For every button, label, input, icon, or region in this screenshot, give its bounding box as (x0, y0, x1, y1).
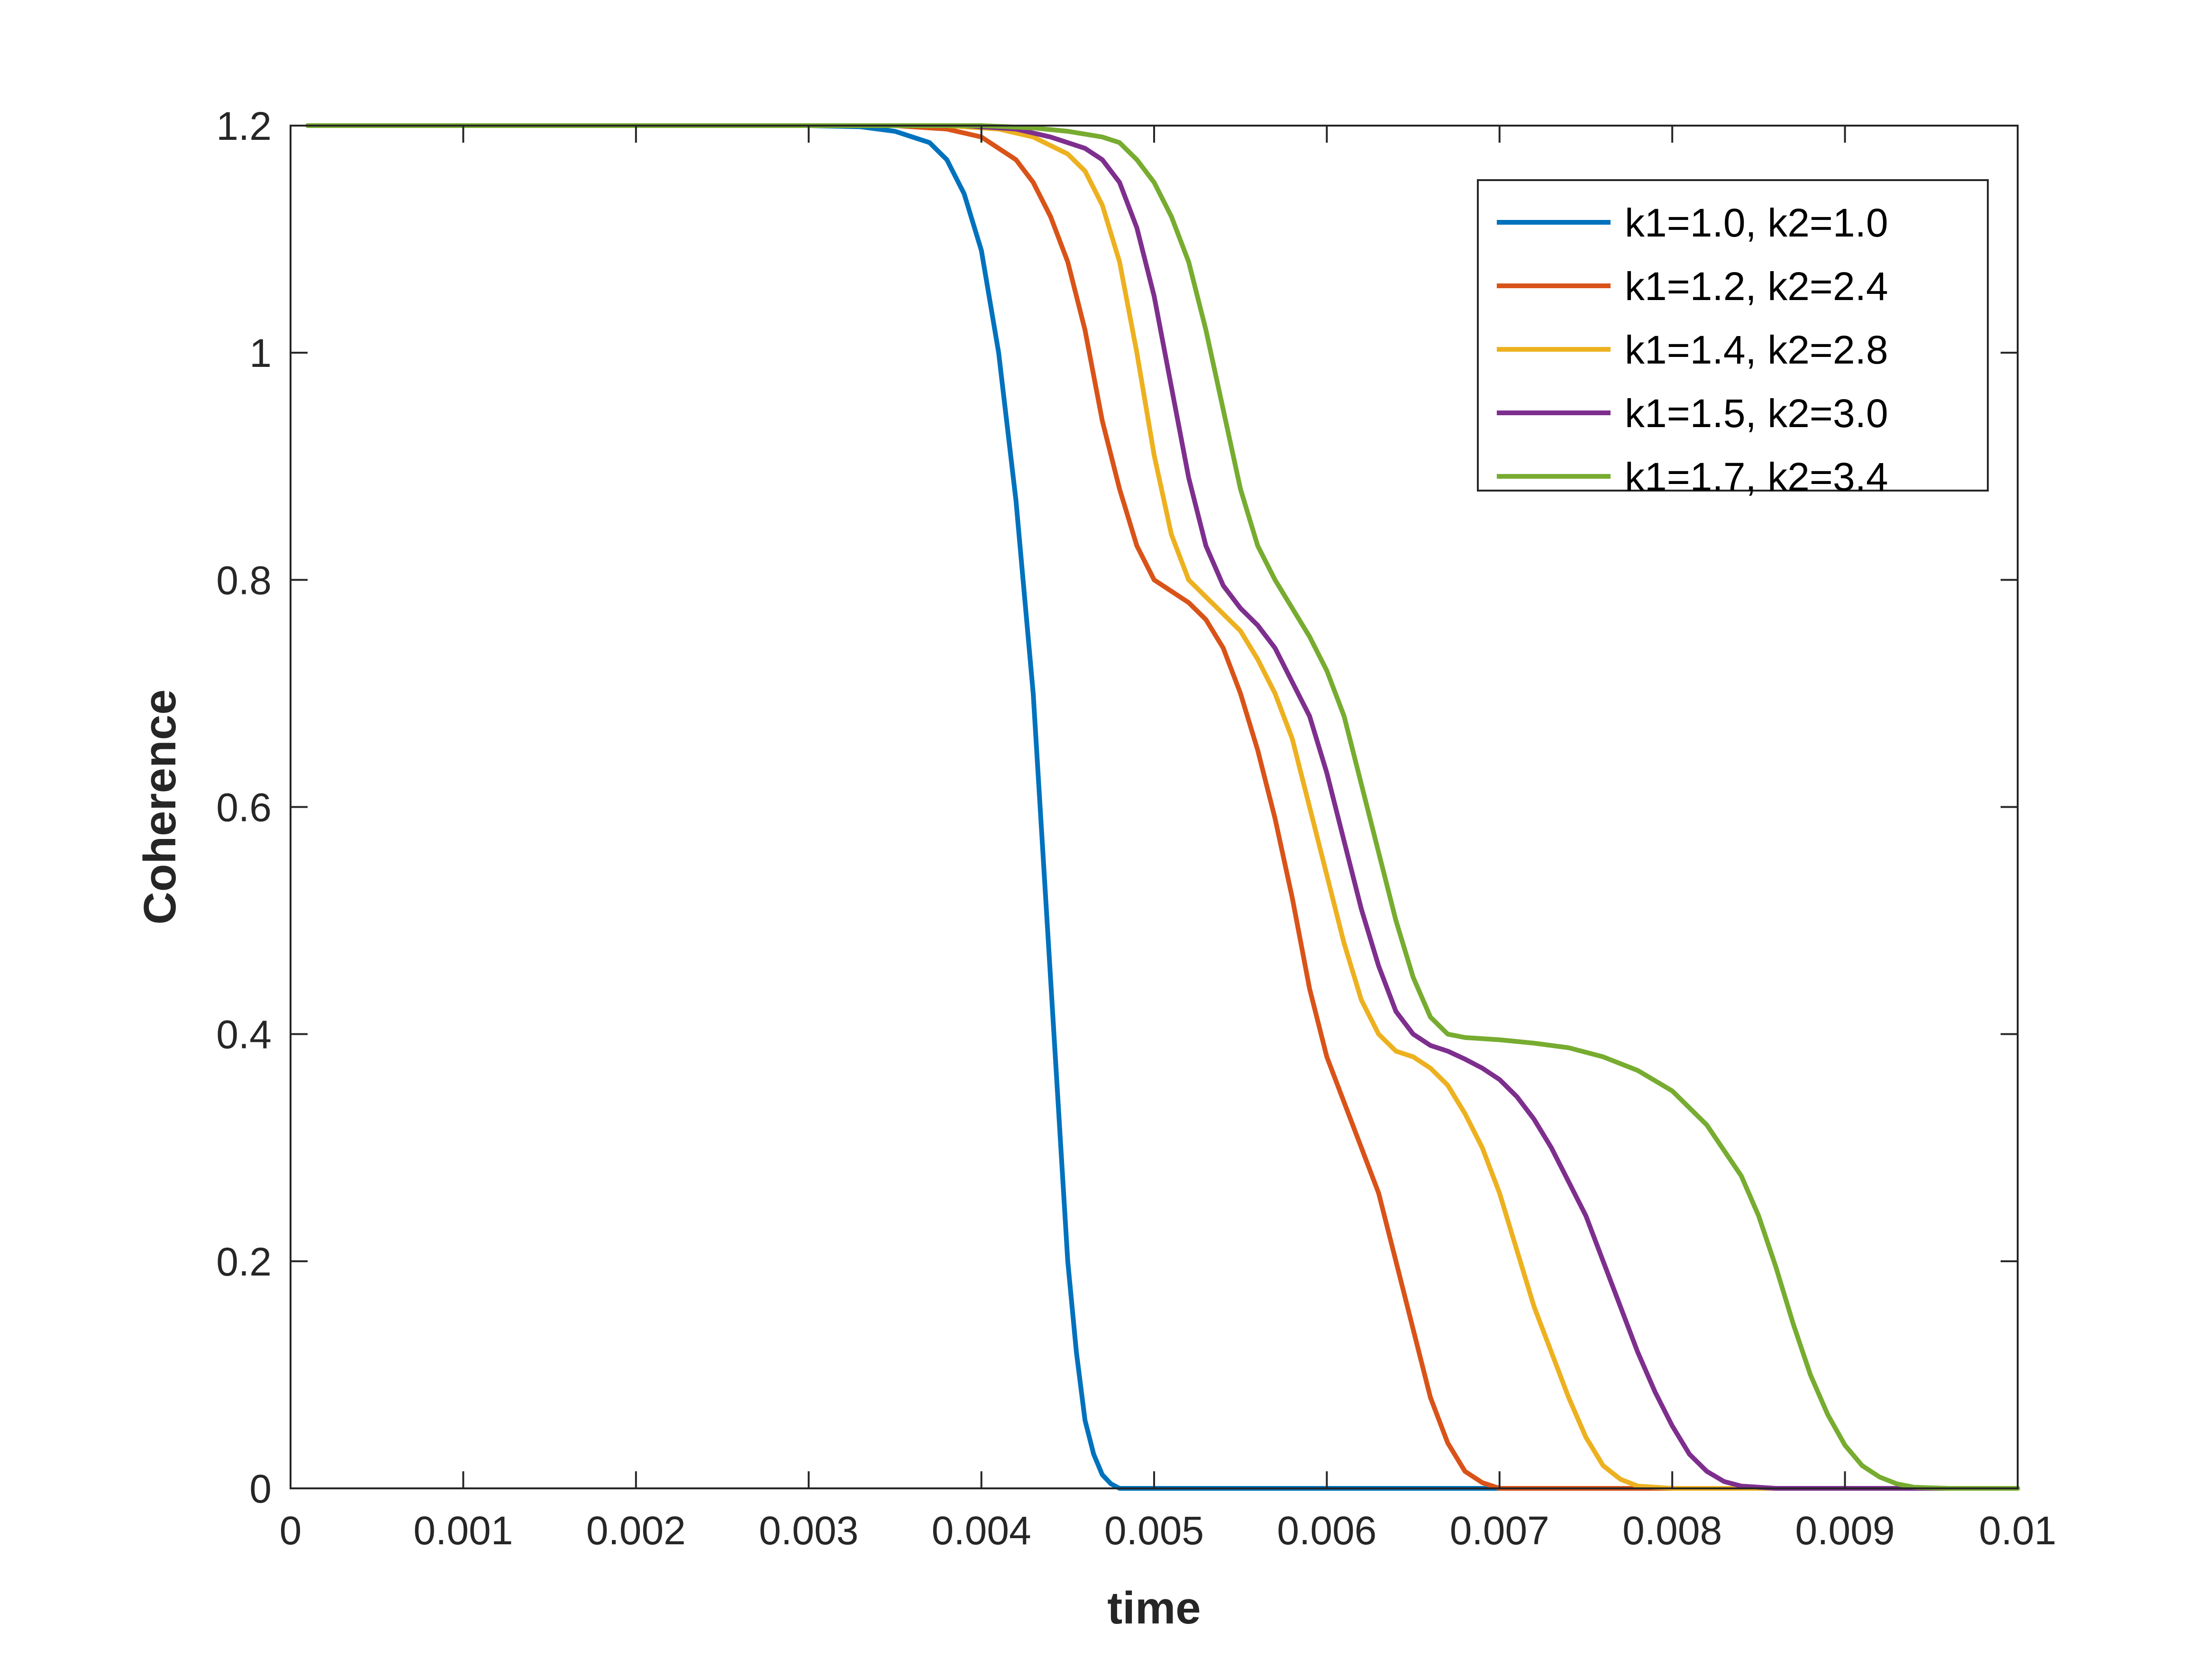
legend-label-1: k1=1.0, k2=1.0 (1625, 201, 1888, 245)
x-tick-label: 0.008 (1622, 1508, 1722, 1553)
y-axis-label: Coherence (135, 689, 185, 924)
series-line-3 (305, 123, 2020, 1491)
x-tick-label: 0.001 (413, 1508, 513, 1553)
y-axis: 0 0.2 0.4 0.6 0.8 1 1.2 (216, 104, 2018, 1511)
x-tick-label: 0.003 (759, 1508, 858, 1553)
x-tick-label: 0.009 (1795, 1508, 1894, 1553)
y-tick-label: 1 (249, 331, 272, 375)
y-tick-label: 0.4 (216, 1012, 272, 1057)
legend-label-4: k1=1.5, k2=3.0 (1625, 391, 1888, 436)
series-layer (305, 123, 2020, 1491)
x-axis: 0 0.001 0.002 0.003 0.004 0.005 0.006 0.007 0.00… (280, 126, 2057, 1553)
legend: k1=1.0, k2=1.0 k1=1.2, k2=2.4 k1=1.4, k2=2… (1477, 179, 1989, 499)
x-tick-label: 0.007 (1450, 1508, 1549, 1553)
x-axis-label: time (1107, 1583, 1201, 1633)
x-tick-label: 0.004 (931, 1508, 1031, 1553)
y-tick-label: 0.2 (216, 1240, 272, 1284)
y-tick-label: 0.6 (216, 785, 272, 830)
x-tick-label: 0 (280, 1508, 302, 1553)
series-line-4 (305, 123, 2020, 1491)
series-line-2 (305, 123, 2020, 1491)
legend-label-5: k1=1.7, k2=3.4 (1625, 455, 1888, 499)
x-tick-label: 0.005 (1104, 1508, 1204, 1553)
y-tick-label: 0 (249, 1467, 272, 1511)
legend-label-3: k1=1.4, k2=2.8 (1625, 328, 1888, 372)
y-tick-label: 1.2 (216, 104, 272, 148)
series-line-5 (305, 123, 2020, 1491)
legend-box (1477, 179, 1989, 492)
x-tick-label: 0.002 (586, 1508, 686, 1553)
series-line-1 (305, 123, 2020, 1491)
x-tick-label: 0.006 (1277, 1508, 1376, 1553)
x-tick-label: 0.01 (1979, 1508, 2057, 1553)
legend-label-2: k1=1.2, k2=2.4 (1625, 264, 1888, 309)
y-tick-label: 0.8 (216, 558, 272, 602)
